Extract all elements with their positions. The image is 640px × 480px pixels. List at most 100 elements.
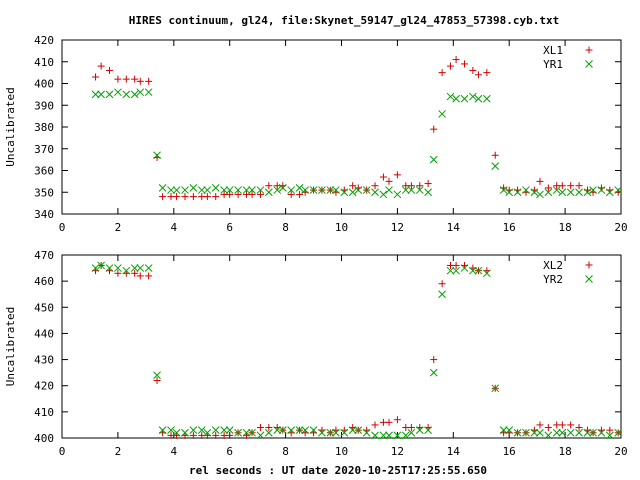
- data-point-YR1: [97, 90, 105, 99]
- data-point-XL1: [393, 171, 401, 179]
- data-point-YR1: [589, 186, 597, 194]
- data-point-XL1: [469, 66, 477, 74]
- data-point-YR1: [566, 188, 575, 197]
- data-point-YR2: [167, 426, 175, 435]
- data-point-YR2: [172, 428, 181, 437]
- data-point-YR2: [401, 431, 410, 440]
- data-point-XL1: [460, 60, 468, 68]
- legend-label-YR2: YR2: [543, 273, 563, 286]
- data-point-YR1: [248, 186, 256, 194]
- data-point-YR1: [197, 186, 206, 194]
- data-point-YR2: [407, 428, 416, 437]
- data-point-XL2: [153, 376, 161, 384]
- data-point-YR1: [122, 90, 131, 99]
- data-point-XL1: [424, 180, 432, 188]
- data-point-YR2: [530, 428, 539, 437]
- y-tick-label: 470: [34, 249, 54, 262]
- y-axis-label: Uncalibrated: [4, 87, 17, 166]
- data-point-YR2: [326, 428, 335, 437]
- data-point-XL2: [114, 269, 122, 277]
- data-point-YR1: [371, 188, 379, 197]
- data-point-YR2: [158, 426, 167, 435]
- data-point-YR1: [278, 184, 287, 192]
- data-point-XL1: [349, 182, 357, 190]
- data-point-YR1: [105, 90, 114, 99]
- x-tick-label: 20: [614, 221, 627, 234]
- data-point-YR1: [452, 94, 460, 103]
- x-tick-label: 14: [447, 221, 461, 234]
- data-point-XL2: [136, 272, 144, 280]
- data-point-XL1: [159, 193, 167, 201]
- data-point-YR2: [415, 426, 424, 435]
- y-tick-label: 400: [34, 78, 54, 91]
- data-point-YR1: [424, 188, 432, 197]
- data-point-YR1: [287, 186, 296, 194]
- data-point-YR1: [295, 184, 304, 192]
- y-tick-label: 380: [34, 121, 54, 134]
- data-point-YR2: [348, 426, 357, 435]
- data-point-YR1: [575, 188, 583, 197]
- data-point-YR2: [203, 428, 212, 437]
- y-tick-label: 420: [34, 380, 54, 393]
- data-point-YR2: [295, 426, 304, 435]
- x-tick-label: 8: [282, 221, 289, 234]
- data-point-YR1: [362, 186, 371, 194]
- y-tick-label: 370: [34, 143, 54, 156]
- chart-title: HIRES continuum, gl24, file:Skynet_59147…: [129, 14, 559, 27]
- data-point-YR2: [197, 426, 206, 435]
- x-tick-label: 4: [170, 221, 177, 234]
- data-point-XL1: [491, 151, 499, 159]
- data-point-YR1: [203, 186, 212, 194]
- data-point-YR2: [136, 264, 145, 272]
- data-point-XL1: [234, 190, 242, 198]
- y-tick-label: 400: [34, 432, 54, 445]
- data-point-YR2: [499, 426, 508, 435]
- data-point-YR1: [242, 186, 251, 194]
- x-tick-label: 0: [59, 445, 66, 458]
- legend-label-XL1: XL1: [543, 44, 563, 57]
- data-point-YR1: [144, 88, 153, 97]
- x-tick-label: 2: [115, 221, 122, 234]
- data-point-YR1: [220, 186, 228, 194]
- data-point-XL2: [189, 431, 197, 439]
- data-point-YR1: [153, 151, 161, 160]
- data-point-YR1: [354, 186, 363, 194]
- x-tick-label: 12: [391, 445, 404, 458]
- x-tick-label: 16: [503, 445, 516, 458]
- data-point-YR1: [552, 186, 561, 194]
- x-tick-label: 6: [226, 445, 233, 458]
- y-axis-label: Uncalibrated: [4, 307, 17, 386]
- data-point-XL1: [371, 182, 379, 190]
- data-point-YR2: [469, 266, 477, 275]
- data-point-XL1: [452, 56, 460, 64]
- data-point-XL2: [567, 421, 575, 429]
- data-point-XL1: [256, 190, 264, 198]
- x-tick-label: 12: [391, 221, 404, 234]
- data-point-YR2: [225, 426, 234, 435]
- data-point-YR1: [318, 186, 326, 194]
- data-point-YR2: [424, 426, 432, 435]
- data-point-YR1: [379, 190, 388, 199]
- data-point-XL1: [181, 193, 189, 201]
- data-point-YR1: [583, 188, 592, 197]
- data-point-YR1: [91, 90, 100, 99]
- data-point-YR1: [505, 188, 514, 197]
- data-point-XL1: [131, 75, 139, 83]
- data-point-XL2: [407, 424, 415, 432]
- data-point-YR2: [552, 428, 561, 437]
- data-point-XL1: [474, 71, 482, 79]
- data-point-YR1: [167, 186, 175, 194]
- data-point-YR2: [385, 431, 393, 440]
- data-point-YR2: [97, 261, 105, 270]
- data-point-XL2: [385, 418, 393, 426]
- data-point-XL1: [145, 77, 153, 85]
- data-point-YR2: [153, 371, 161, 380]
- data-point-XL1: [212, 193, 220, 201]
- data-point-YR2: [248, 428, 256, 437]
- data-point-XL2: [145, 272, 153, 280]
- data-point-YR2: [309, 426, 318, 435]
- series-XL2: [92, 261, 622, 439]
- data-point-YR2: [544, 431, 553, 440]
- data-point-XL2: [606, 426, 614, 434]
- data-point-YR1: [234, 186, 242, 194]
